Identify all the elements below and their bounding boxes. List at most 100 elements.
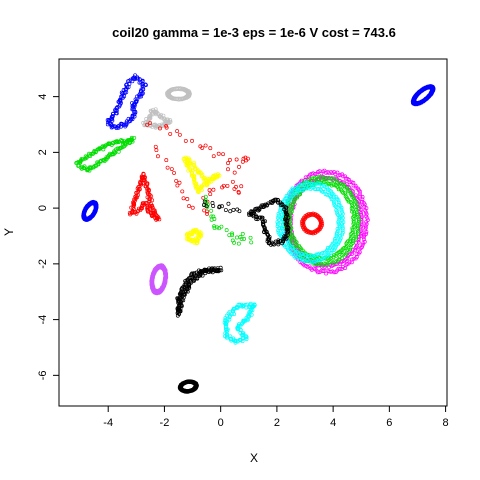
data-point	[238, 328, 243, 332]
data-point	[208, 192, 213, 197]
data-point	[351, 256, 356, 261]
data-point	[158, 126, 162, 131]
data-point	[362, 239, 367, 244]
data-point	[147, 116, 152, 121]
data-point	[300, 188, 305, 193]
data-point	[350, 248, 355, 252]
y-tick-label: -6	[37, 370, 49, 380]
data-point	[282, 197, 287, 202]
data-point	[116, 140, 121, 145]
data-point	[192, 176, 197, 181]
data-point	[354, 204, 359, 209]
data-point	[249, 240, 254, 245]
data-point	[363, 225, 368, 230]
data-point	[336, 221, 341, 226]
data-point	[200, 145, 205, 150]
data-point	[87, 151, 92, 156]
data-point	[133, 110, 138, 115]
data-point	[178, 309, 183, 313]
data-point	[194, 241, 199, 246]
data-point	[357, 250, 362, 255]
data-point	[241, 156, 246, 161]
data-point	[338, 238, 342, 243]
data-point	[104, 143, 108, 148]
data-point	[345, 176, 350, 181]
data-point	[132, 135, 137, 140]
data-point	[343, 174, 347, 179]
data-point	[226, 167, 230, 172]
data-point	[325, 185, 330, 190]
x-tick-label: 8	[443, 417, 449, 429]
data-point	[319, 171, 324, 176]
data-point	[363, 210, 368, 215]
data-point	[359, 223, 364, 228]
data-point	[360, 244, 365, 249]
data-point	[355, 231, 360, 236]
data-point	[319, 175, 324, 180]
data-point	[243, 302, 248, 307]
data-point	[148, 108, 153, 113]
data-point	[146, 189, 151, 194]
data-point	[346, 247, 351, 252]
data-point	[155, 154, 160, 159]
y-axis-label: Y	[2, 228, 16, 236]
data-point	[125, 85, 129, 90]
data-point	[181, 196, 186, 201]
data-point	[152, 122, 157, 127]
data-point	[192, 177, 197, 182]
data-point	[338, 173, 343, 178]
data-point	[340, 209, 345, 214]
data-point	[164, 158, 169, 163]
data-point	[215, 225, 220, 230]
data-point	[175, 296, 180, 301]
data-point	[232, 170, 237, 175]
data-point	[159, 264, 164, 269]
data-point	[321, 269, 325, 274]
data-point	[184, 236, 189, 241]
data-point	[89, 151, 94, 156]
data-point	[154, 216, 159, 221]
data-point	[350, 251, 354, 256]
data-point	[275, 220, 280, 224]
data-point	[229, 338, 234, 343]
data-point	[204, 204, 209, 209]
data-point	[302, 263, 307, 268]
data-point	[133, 73, 138, 78]
data-point	[223, 208, 228, 212]
data-point	[332, 270, 337, 275]
data-point	[237, 209, 242, 214]
data-point	[363, 227, 368, 232]
data-point	[265, 231, 269, 236]
x-tick-label: -2	[160, 417, 170, 429]
data-point	[223, 331, 228, 336]
data-point	[143, 122, 148, 127]
data-point	[333, 244, 338, 249]
data-point	[211, 154, 216, 159]
data-point	[128, 118, 133, 123]
data-point	[209, 208, 214, 213]
data-point	[196, 190, 201, 195]
data-point	[318, 221, 323, 226]
data-point	[283, 244, 288, 249]
data-point	[354, 234, 359, 239]
data-point	[106, 118, 111, 122]
data-point	[248, 301, 253, 306]
data-point	[275, 215, 280, 220]
data-point	[340, 211, 345, 216]
data-point	[187, 204, 192, 209]
data-point	[291, 246, 295, 251]
data-point	[354, 252, 359, 256]
data-point	[361, 237, 366, 242]
data-point	[196, 272, 201, 277]
y-tick-label: 4	[37, 94, 49, 100]
data-point	[221, 152, 226, 157]
data-point	[291, 239, 296, 243]
data-point	[175, 310, 180, 314]
data-point	[76, 163, 81, 168]
x-tick-label: 0	[218, 417, 224, 429]
data-point	[306, 177, 311, 182]
data-point	[208, 146, 213, 151]
data-point	[329, 250, 334, 255]
data-point	[310, 260, 315, 265]
data-point	[342, 245, 347, 250]
